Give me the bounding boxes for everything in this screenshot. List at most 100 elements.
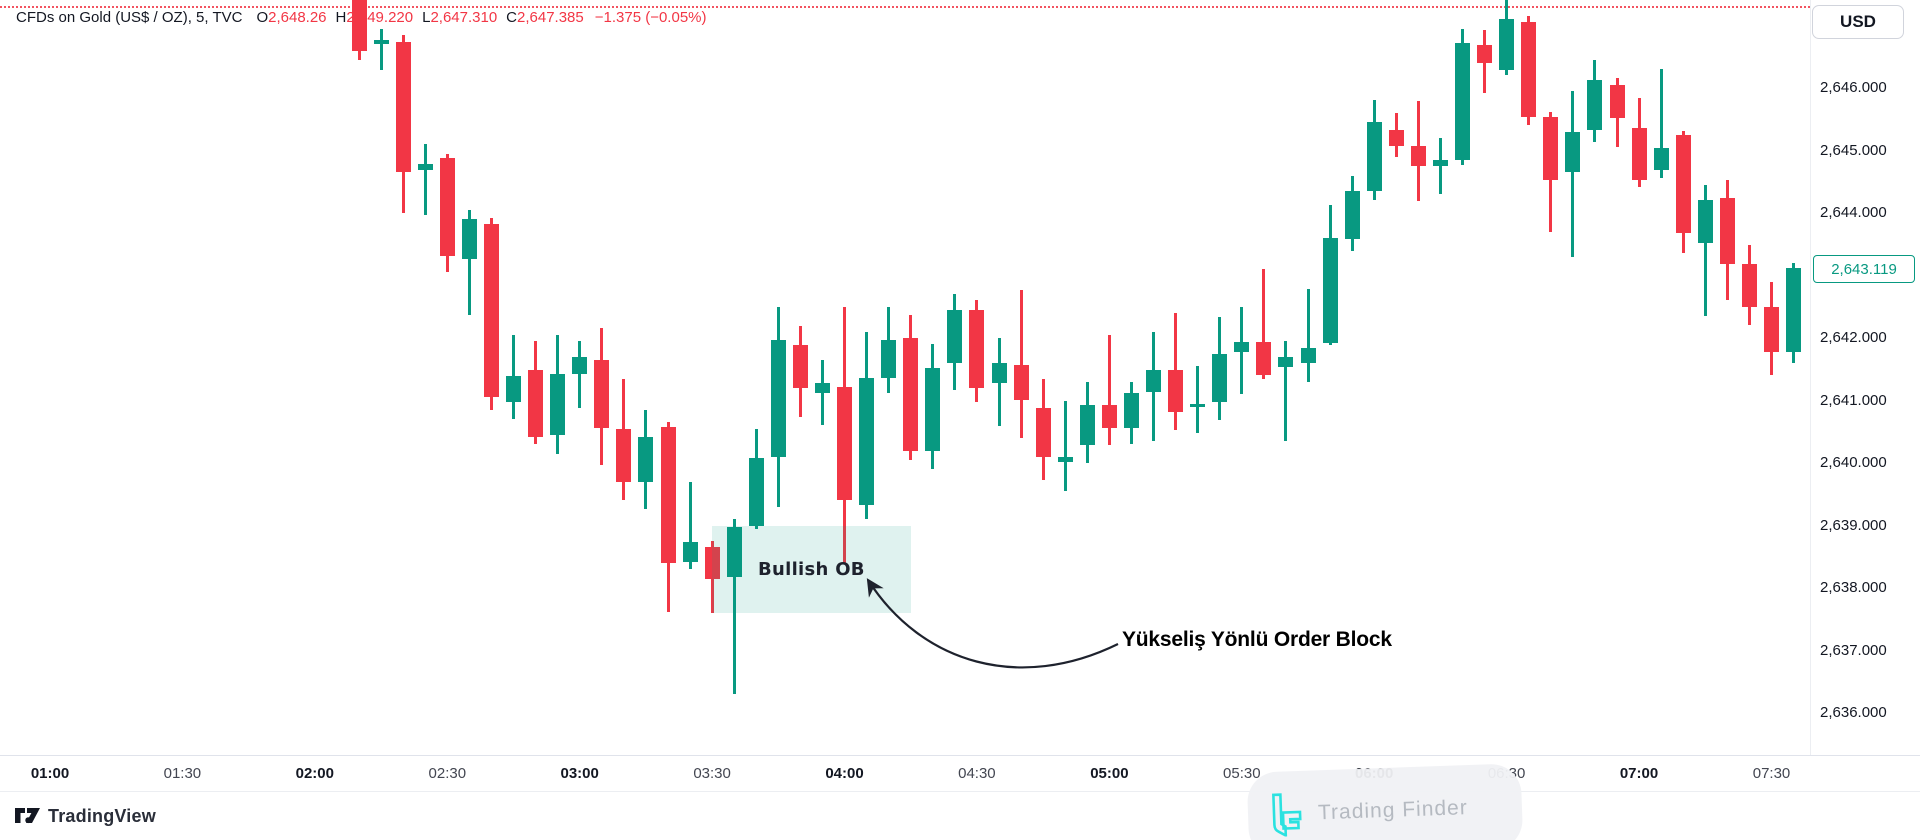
candle-wick [1571, 91, 1575, 257]
tradingview-logo-text: TradingView [48, 805, 156, 826]
candle-wick [467, 209, 471, 316]
candle-body [1455, 43, 1470, 160]
candle-body [1300, 348, 1316, 363]
candle-body [1477, 44, 1492, 63]
price-axis-label: 2,639.000 [1820, 516, 1887, 534]
candle-body [903, 338, 919, 452]
tradingview-logo[interactable]: TradingView [14, 804, 156, 828]
candle-body [1499, 19, 1515, 70]
candle-body [660, 426, 676, 563]
candle-body [1587, 79, 1603, 130]
candle-body [1322, 238, 1338, 343]
price-axis-label: 2,636.000 [1820, 704, 1887, 721]
reference-price-line[interactable] [0, 6, 1810, 9]
time-axis[interactable]: 01:00 01:30 02:00 02:30 03:00 03:30 04:00 04:30… [0, 755, 1920, 792]
price-axis-label: 2,638.000 [1820, 579, 1887, 596]
candle-body [1410, 146, 1426, 167]
candle-body [969, 309, 985, 388]
candle-wick [578, 341, 582, 408]
callout-text: Yükseliş Yönlü Order Block [1122, 628, 1392, 651]
current-price-label: 2,643.119 [1813, 255, 1915, 284]
candle-body [1565, 131, 1581, 172]
candle-body [1013, 364, 1029, 401]
candle-body [925, 368, 941, 452]
candle-body [373, 39, 389, 45]
candle-wick [1438, 138, 1442, 195]
currency-badge[interactable]: USD [1812, 5, 1904, 39]
time-axis-label: 01:00 [30, 765, 70, 782]
candle-body [417, 164, 433, 171]
candle-wick [1284, 341, 1288, 442]
time-axis-label: 02:30 [428, 765, 467, 782]
candle-body [1543, 116, 1559, 180]
time-axis-label: 03:30 [693, 765, 731, 782]
order-block-box[interactable]: Bullish OB [712, 525, 911, 613]
candle-body [1675, 134, 1691, 233]
candle-body [1079, 404, 1095, 445]
candle-body [1719, 198, 1735, 265]
candle-wick [1019, 289, 1023, 438]
candle-body [572, 356, 588, 375]
candle-body [461, 219, 477, 260]
candle-body [991, 363, 1007, 383]
candle-wick [688, 481, 692, 570]
candle-body [1190, 403, 1206, 407]
candle-body [1057, 456, 1073, 462]
ohlc-low: L2,647.310 [422, 9, 498, 26]
candle-wick [1262, 269, 1266, 379]
trading-finder-watermark: Trading Finder [1246, 763, 1524, 840]
candle-body [1278, 356, 1294, 368]
candle-body [550, 374, 566, 435]
price-axis[interactable]: 2,646.0002,645.0002,644.0002,643.0002,64… [1810, 0, 1920, 755]
time-axis-label: 03:00 [560, 765, 599, 782]
candle-body [726, 526, 742, 578]
trading-finder-logo-icon [1272, 793, 1302, 838]
time-axis-label: 04:30 [958, 765, 996, 782]
candle-body [1741, 264, 1757, 307]
candle-body [1366, 121, 1382, 192]
candle-wick [1063, 400, 1067, 492]
candle-body [1212, 354, 1228, 402]
candle-body [1168, 369, 1184, 412]
candle-body [1609, 84, 1625, 118]
candle-body [1234, 341, 1250, 352]
candle-body [1631, 128, 1647, 180]
candle-body [1101, 404, 1117, 428]
candle-wick [1196, 366, 1200, 433]
candle-wick [1306, 289, 1310, 382]
price-axis-label: 2,645.000 [1820, 141, 1887, 159]
candle-body [770, 339, 786, 457]
candle-body [439, 158, 455, 256]
order-block-label: Bullish OB [757, 558, 865, 580]
candle-body [1344, 191, 1360, 240]
candle-body [395, 41, 411, 173]
price-axis-label: 2,641.000 [1820, 391, 1887, 409]
candle-body [814, 383, 830, 393]
candle-body [682, 542, 698, 563]
tradingview-logo-icon [15, 808, 40, 824]
candle-body [1388, 129, 1404, 147]
symbol-title: CFDs on Gold (US$ / OZ), 5, TVC [16, 9, 243, 26]
candle-body [1697, 199, 1713, 243]
chart-plot-area[interactable]: Bullish OB Yükseliş Yönlü Order Block [0, 0, 1810, 755]
price-axis-label: 2,637.000 [1820, 641, 1887, 659]
candle-wick [1659, 69, 1663, 178]
candle-body [792, 344, 808, 388]
time-axis-label: 07:00 [1619, 765, 1659, 782]
candle-body [837, 386, 852, 501]
candle-body [1146, 369, 1161, 392]
candle-body [1764, 306, 1779, 352]
candle-body [351, 0, 367, 51]
time-axis-label: 01:30 [163, 765, 202, 782]
price-axis-label: 2,640.000 [1820, 454, 1887, 471]
candle-body [1786, 268, 1801, 352]
candle-body [704, 546, 720, 579]
price-change: −1.375 (−0.05%) [594, 9, 707, 26]
candle-wick [423, 144, 427, 215]
candle-wick [1703, 184, 1707, 317]
candle-body [638, 437, 654, 483]
candle-body [594, 359, 610, 428]
price-axis-label: 2,646.000 [1820, 79, 1887, 96]
candle-body [1123, 393, 1139, 428]
